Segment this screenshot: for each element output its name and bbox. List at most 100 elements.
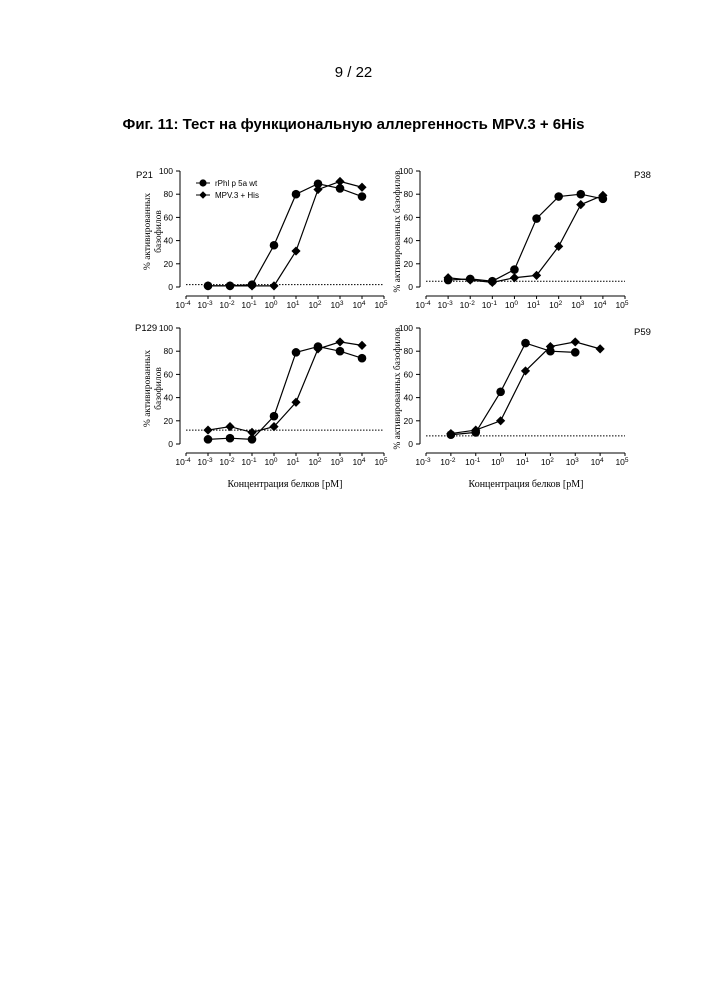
y-tick-label: 40 [164, 236, 174, 246]
y-axis-label: % активированных [143, 350, 153, 427]
x-tick-label: 105 [615, 457, 628, 467]
x-tick-label: 10-1 [482, 300, 498, 310]
y-tick-label: 80 [164, 189, 174, 199]
x-tick-label: 10-2 [219, 300, 235, 310]
figure-title: Фиг. 11: Тест на функциональную аллерген… [122, 116, 585, 133]
data-point-diamond [247, 427, 257, 437]
y-tick-label: 100 [159, 323, 173, 333]
y-tick-label: 80 [164, 346, 174, 356]
y-tick-label: 0 [408, 282, 413, 292]
series-line-mpv [207, 341, 363, 434]
legend-label: rPhl p 5a wt [215, 179, 258, 188]
data-point-diamond [225, 422, 235, 432]
data-point-diamond [446, 428, 456, 439]
x-tick-label: 105 [374, 300, 387, 310]
data-point-circle [269, 411, 279, 421]
y-axis-label: % активированных базофилов [392, 170, 403, 293]
data-point-diamond [465, 275, 475, 285]
data-point-diamond [291, 246, 301, 256]
y-tick-label: 0 [408, 439, 413, 449]
data-point-circle [510, 265, 519, 274]
x-tick-label: 105 [615, 300, 628, 310]
page-number: 9 / 22 [334, 64, 373, 81]
x-tick-label: 104 [352, 457, 365, 467]
x-tick-label: 100 [505, 300, 518, 310]
x-tick-label: 104 [591, 457, 604, 467]
data-point-circle [247, 435, 257, 444]
data-point-diamond [269, 281, 279, 291]
data-point-circle [496, 387, 505, 397]
series-line-wt [450, 342, 576, 436]
x-tick-label: 100 [491, 457, 504, 467]
x-tick-label: 10-4 [415, 300, 431, 310]
x-tick-label: 102 [308, 300, 321, 310]
x-tick-label: 100 [264, 300, 277, 310]
x-tick-label: 10-1 [241, 300, 257, 310]
x-tick-label: 101 [516, 457, 529, 467]
data-point-diamond [313, 184, 323, 195]
data-point-circle [570, 348, 580, 357]
legend-label: MPV.3 + His [215, 191, 259, 200]
data-point-circle [291, 189, 301, 199]
data-point-diamond [335, 176, 345, 187]
y-axis-label-line2: базофилов [153, 367, 164, 410]
x-tick-label: 105 [374, 457, 387, 467]
y-tick-label: 40 [164, 393, 174, 403]
data-point-circle [576, 189, 586, 199]
data-point-diamond [595, 344, 605, 354]
data-point-circle [225, 433, 235, 443]
x-tick-label: 102 [549, 300, 562, 310]
x-tick-label: 10-2 [219, 457, 235, 467]
data-point-diamond [496, 416, 506, 426]
y-tick-label: 20 [164, 416, 174, 426]
legend-marker-diamond [199, 191, 207, 199]
x-tick-label: 102 [541, 457, 554, 467]
data-point-diamond [291, 397, 301, 407]
data-point-diamond [487, 277, 497, 287]
data-point-circle [357, 353, 367, 363]
data-point-diamond [203, 425, 213, 435]
data-point-diamond [269, 422, 279, 432]
data-point-diamond [598, 190, 608, 200]
data-point-diamond [443, 273, 453, 283]
y-tick-label: 100 [159, 166, 173, 176]
data-point-diamond [545, 341, 555, 352]
data-point-diamond [509, 273, 520, 283]
data-point-circle [532, 214, 541, 223]
y-tick-label: 40 [404, 393, 414, 403]
x-tick-label: 101 [527, 300, 540, 310]
x-tick-label: 101 [286, 457, 299, 467]
x-tick-label: 104 [593, 300, 606, 310]
x-axis-label-right: Концентрация белков [pM] [468, 479, 584, 490]
data-point-diamond [357, 340, 367, 350]
x-tick-label: 103 [330, 300, 343, 310]
data-point-circle [313, 179, 323, 189]
data-point-diamond [520, 366, 531, 376]
panel-label: P59 [634, 327, 651, 338]
x-tick-label: 10-3 [197, 457, 213, 467]
y-tick-label: 80 [404, 189, 414, 199]
data-point-diamond [203, 281, 213, 291]
data-point-circle [335, 346, 345, 356]
y-tick-label: 0 [168, 282, 173, 292]
data-point-diamond [531, 270, 542, 280]
panel-label: P38 [634, 170, 651, 181]
y-tick-label: 60 [164, 212, 174, 222]
legend-marker-circle [199, 179, 207, 187]
data-point-circle [521, 338, 530, 348]
data-point-diamond [570, 337, 580, 347]
data-point-diamond [554, 241, 564, 251]
y-tick-label: 40 [404, 236, 414, 246]
y-axis-label-line2: базофилов [153, 210, 164, 253]
y-tick-label: 100 [399, 323, 413, 333]
x-tick-label: 10-2 [460, 300, 476, 310]
data-point-diamond [576, 200, 586, 210]
x-tick-label: 10-3 [197, 300, 213, 310]
y-tick-label: 20 [404, 259, 414, 269]
x-tick-label: 102 [308, 457, 321, 467]
data-point-circle [335, 184, 345, 193]
y-tick-label: 60 [164, 369, 174, 379]
y-tick-label: 60 [404, 212, 414, 222]
